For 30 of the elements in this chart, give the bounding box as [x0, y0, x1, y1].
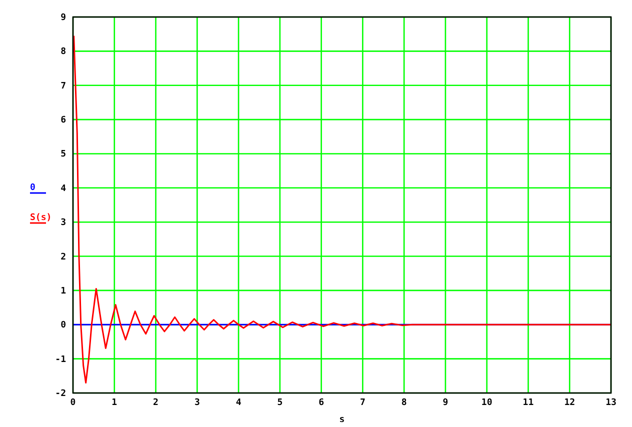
y-tick-label: -2: [55, 389, 66, 399]
y-tick-label: 1: [60, 286, 66, 296]
y-tick-label: 2: [60, 252, 66, 262]
text: 0: [30, 183, 36, 193]
y-tick-label: 4: [60, 184, 67, 194]
x-tick-label: 0: [70, 398, 76, 408]
text: S(s): [30, 213, 52, 223]
x-tick-label: 1: [112, 398, 118, 408]
x-tick-label: 3: [194, 398, 200, 408]
x-tick-label: 10: [481, 398, 492, 408]
y-tick-label: 3: [60, 218, 66, 228]
y-tick-label: 9: [60, 13, 66, 23]
x-tick-label: 11: [522, 398, 534, 408]
line-series: [73, 35, 612, 384]
y-tick-label: 5: [60, 150, 66, 160]
x-tick-label: 7: [360, 398, 366, 408]
x-tick-label: 6: [318, 398, 324, 408]
y-tick-label: -1: [55, 354, 66, 365]
x-tick-label: 9: [442, 398, 448, 408]
y-tick-label: 8: [60, 47, 66, 58]
x-tick-label: 4: [236, 398, 242, 408]
x-axis-title: s: [339, 415, 345, 425]
y-tick-label: 0: [60, 320, 66, 331]
x-tick-label: 5: [277, 398, 283, 408]
y-tick-label: 7: [60, 81, 66, 92]
x-tick-label: 8: [401, 398, 407, 408]
x-tick-label: 13: [606, 398, 616, 408]
x-tick-label: 12: [564, 398, 576, 408]
y-tick-label: 6: [60, 116, 66, 126]
x-tick-label: 2: [153, 398, 158, 408]
